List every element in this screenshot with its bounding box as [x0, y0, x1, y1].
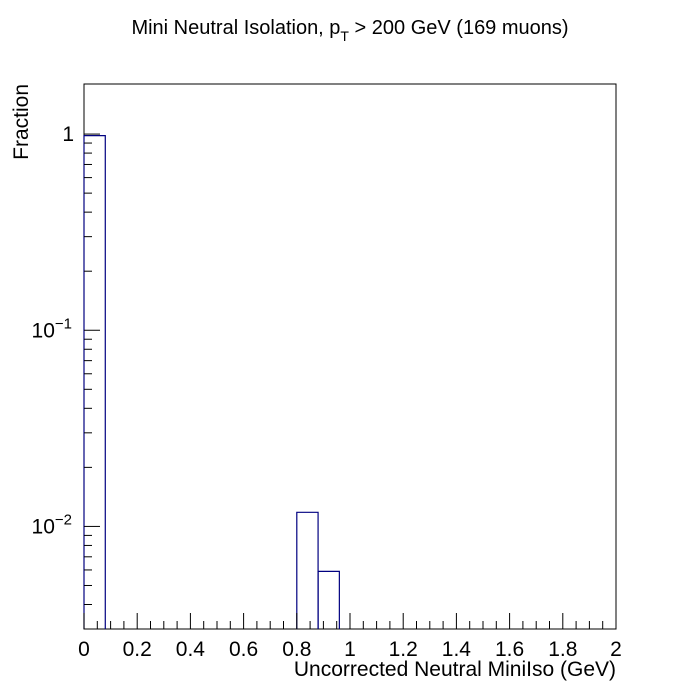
x-axis-label: Uncorrected Neutral MiniIso (GeV)	[294, 658, 616, 681]
histogram-bin-2	[317, 570, 340, 629]
chart-title-suffix: > 200 GeV (169 muons)	[349, 17, 569, 39]
y-axis-tick-labels: 1 10−1 10−2	[32, 123, 74, 538]
x-axis-tick-labels: 0 0.2 0.4 0.6 0.8 1 1.2 1.4 1.6 1.8 2	[78, 638, 622, 661]
y-axis-label: Fraction	[10, 84, 33, 160]
y-tick-label: 1	[62, 123, 74, 146]
x-tick-label: 1.6	[495, 638, 524, 661]
x-tick-label: 0.2	[123, 638, 152, 661]
x-tick-label: 0.4	[176, 638, 206, 661]
histogram-bins	[83, 135, 340, 629]
y-tick-label: 10−2	[32, 511, 72, 538]
histogram-bin-0	[83, 135, 106, 629]
plot-frame	[83, 83, 617, 630]
x-tick-label: 0.6	[229, 638, 258, 661]
x-axis-ticks	[83, 613, 617, 629]
chart-title-subscript: T	[340, 28, 349, 44]
x-tick-label: 0.8	[282, 638, 311, 661]
y-axis-ticks	[84, 133, 100, 630]
histogram-bin-1	[296, 511, 319, 629]
x-tick-label: 1.4	[442, 638, 472, 661]
x-tick-label: 1.2	[389, 638, 418, 661]
x-tick-label: 1	[344, 638, 356, 661]
x-tick-label: 1.8	[548, 638, 577, 661]
chart-title-prefix: Mini Neutral Isolation, p	[131, 17, 340, 39]
chart-title: Mini Neutral Isolation, pT > 200 GeV (16…	[131, 17, 568, 44]
x-tick-label: 0	[78, 638, 90, 661]
y-tick-label: 10−1	[32, 315, 72, 342]
x-tick-label: 2	[610, 638, 622, 661]
